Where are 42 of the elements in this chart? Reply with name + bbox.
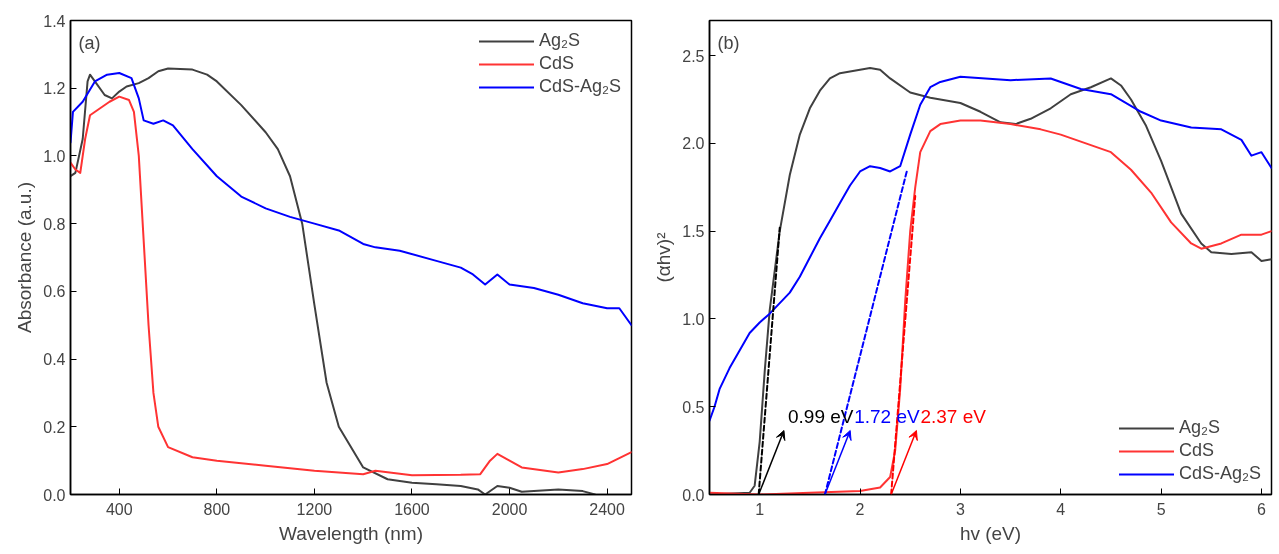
y-tick-label: 0.0 — [682, 486, 705, 504]
x-tick-label: 1200 — [296, 500, 333, 518]
x-tick-label: 3 — [955, 500, 965, 518]
y-tick-label: 2.5 — [682, 47, 705, 65]
x-tick-label: 800 — [203, 500, 231, 518]
y-tick-label: 1.2 — [43, 80, 66, 98]
annotation: (b) — [717, 32, 740, 53]
y-axis-title: (αhv)² — [653, 232, 675, 283]
y-tick-label: 0.8 — [43, 215, 66, 233]
x-tick-label: 400 — [105, 500, 133, 518]
legend-label: CdS-Ag₂S — [538, 76, 621, 97]
x-axis-title: Wavelength (nm) — [279, 522, 423, 544]
legend-label: CdS-Ag₂S — [1178, 463, 1261, 484]
x-tick-label: 1600 — [394, 500, 430, 518]
x-tick-label: 2000 — [491, 500, 528, 518]
y-tick-label: 1.0 — [43, 147, 66, 165]
y-tick-label: 1.4 — [43, 12, 66, 30]
legend-label: CdS — [538, 53, 574, 74]
y-tick-label: 1.0 — [682, 310, 705, 328]
x-tick-label: 2400 — [589, 500, 626, 518]
legend-label: Ag₂S — [538, 30, 580, 51]
x-tick-label: 4 — [1056, 500, 1066, 518]
y-tick-label: 1.5 — [682, 223, 705, 241]
annotation: (a) — [78, 32, 101, 53]
legend-label: CdS — [1178, 440, 1214, 461]
line-series — [70, 71, 632, 327]
legend-label: Ag₂S — [1178, 417, 1220, 438]
y-tick-label: 2.0 — [682, 135, 705, 153]
y-tick-label: 0.0 — [43, 486, 66, 504]
y-tick-label: 0.2 — [43, 418, 66, 436]
y-axis-title: Absorbance (a.u.) — [14, 181, 36, 334]
annotation: 2.37 eV — [920, 405, 987, 427]
x-tick-label: 2 — [855, 500, 865, 518]
y-tick-label: 0.6 — [43, 283, 66, 301]
line-series — [70, 95, 632, 477]
y-tick-label: 0.5 — [682, 398, 705, 416]
line-series — [709, 75, 1272, 422]
x-tick-label: 5 — [1156, 500, 1166, 518]
x-tick-label: 1 — [755, 500, 765, 518]
y-tick-label: 0.4 — [43, 351, 66, 369]
x-tick-label: 6 — [1257, 500, 1267, 518]
x-axis-title: hv (eV) — [959, 522, 1022, 544]
